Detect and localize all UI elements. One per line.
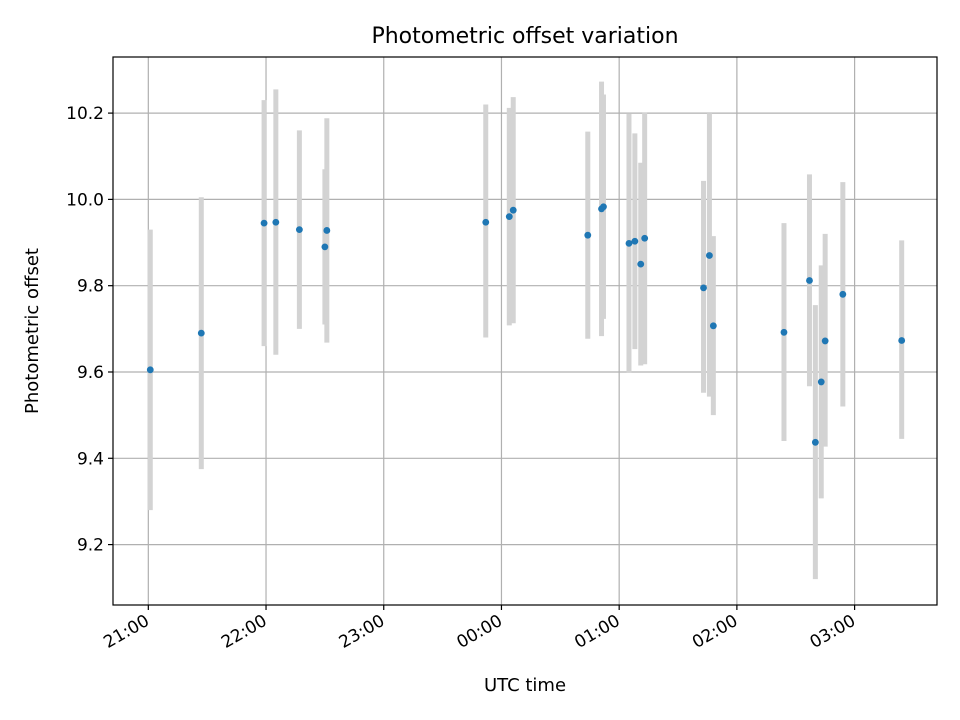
data-point: [821, 337, 829, 345]
x-tick-label: 23:00: [336, 611, 388, 653]
data-point: [509, 206, 517, 214]
x-tick-label: 01:00: [571, 611, 623, 653]
data-point: [631, 237, 639, 245]
axis-ticks: 21:00 22:00 23:00 00:00 01:00 02:00 03:00 9.2 9.…: [66, 104, 859, 653]
y-tick-label: 9.8: [77, 277, 104, 297]
data-point: [197, 329, 205, 337]
data-point: [811, 438, 819, 446]
data-point: [625, 240, 633, 247]
data-point: [706, 252, 713, 259]
data-point: [641, 234, 649, 242]
x-tick-label: 22:00: [218, 611, 270, 653]
grid-lines: [113, 57, 937, 605]
data-point: [295, 226, 303, 233]
data-point: [637, 260, 645, 268]
data-point: [146, 366, 154, 374]
data-point: [600, 203, 607, 211]
x-axis-label: UTC time: [484, 675, 566, 696]
x-tick-label: 02:00: [689, 611, 741, 653]
y-axis-label: Photometric offset: [22, 248, 43, 414]
data-point: [700, 284, 707, 292]
data-point: [482, 218, 490, 226]
y-tick-label: 9.2: [77, 536, 104, 556]
data-point: [321, 243, 329, 251]
data-points: [146, 203, 906, 446]
data-point: [505, 213, 513, 221]
x-tick-label: 03:00: [807, 611, 859, 653]
y-tick-label: 9.4: [77, 449, 104, 469]
plot-frame: [112, 56, 938, 606]
data-point: [260, 219, 268, 227]
error-bars: [147, 81, 905, 580]
x-tick-label: 00:00: [454, 611, 506, 653]
data-point: [817, 378, 825, 386]
y-tick-label: 10.2: [66, 104, 104, 124]
y-tick-label: 10.0: [66, 190, 104, 210]
x-tick-label: 21:00: [100, 611, 152, 653]
data-point: [323, 227, 331, 234]
chart-title: Photometric offset variation: [371, 24, 678, 49]
data-point: [780, 328, 788, 336]
data-point: [272, 218, 280, 226]
data-point: [806, 277, 813, 284]
data-point: [709, 322, 717, 330]
y-tick-label: 9.6: [77, 363, 104, 383]
data-point: [839, 290, 847, 298]
data-point: [898, 337, 906, 344]
data-point: [584, 231, 592, 239]
